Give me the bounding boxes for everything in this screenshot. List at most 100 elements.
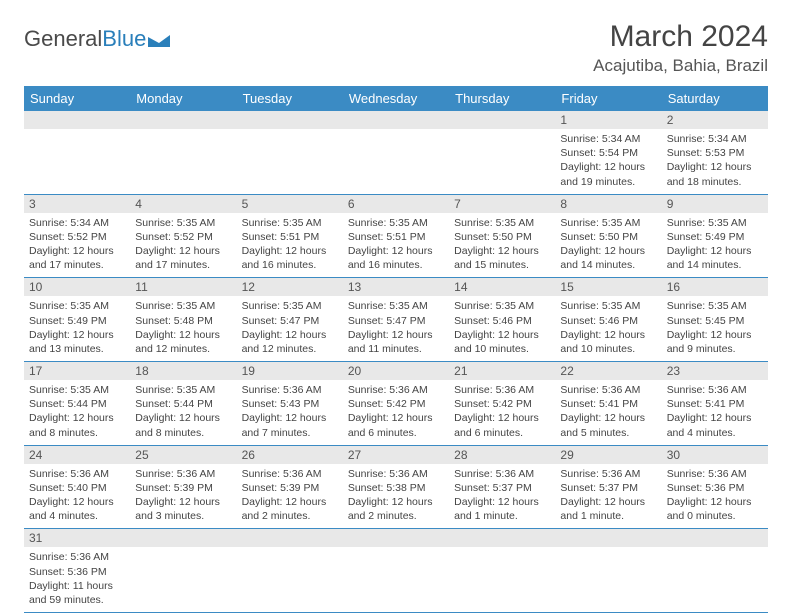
day-number (662, 529, 768, 547)
day-number (24, 111, 130, 129)
month-title: March 2024 (593, 20, 768, 54)
day-cell: Sunrise: 5:36 AMSunset: 5:36 PMDaylight:… (662, 464, 768, 529)
daynum-row: 3456789 (24, 195, 768, 213)
day-cell: Sunrise: 5:35 AMSunset: 5:45 PMDaylight:… (662, 296, 768, 361)
day-cell (237, 547, 343, 612)
sunrise-line: Sunrise: 5:36 AM (348, 383, 444, 397)
daynum-row: 12 (24, 111, 768, 129)
daylight-line: Daylight: 12 hours and 8 minutes. (29, 411, 125, 439)
day-number: 7 (449, 195, 555, 213)
sunrise-line: Sunrise: 5:36 AM (29, 550, 125, 564)
daylight-line: Daylight: 12 hours and 17 minutes. (135, 244, 231, 272)
day-cell: Sunrise: 5:36 AMSunset: 5:41 PMDaylight:… (555, 380, 661, 445)
daylight-line: Daylight: 12 hours and 14 minutes. (560, 244, 656, 272)
day-cell: Sunrise: 5:34 AMSunset: 5:54 PMDaylight:… (555, 129, 661, 194)
day-number: 21 (449, 362, 555, 380)
daylight-line: Daylight: 12 hours and 15 minutes. (454, 244, 550, 272)
daylight-line: Daylight: 12 hours and 2 minutes. (348, 495, 444, 523)
daylight-line: Daylight: 12 hours and 14 minutes. (667, 244, 763, 272)
sunrise-line: Sunrise: 5:36 AM (667, 383, 763, 397)
daylight-line: Daylight: 12 hours and 10 minutes. (454, 328, 550, 356)
daylight-line: Daylight: 12 hours and 6 minutes. (348, 411, 444, 439)
day-number: 24 (24, 446, 130, 464)
sunrise-line: Sunrise: 5:34 AM (667, 132, 763, 146)
weekday-label: Thursday (449, 86, 555, 111)
day-cell (449, 129, 555, 194)
day-cell: Sunrise: 5:34 AMSunset: 5:52 PMDaylight:… (24, 213, 130, 278)
sunrise-line: Sunrise: 5:36 AM (242, 383, 338, 397)
day-number: 23 (662, 362, 768, 380)
day-cell: Sunrise: 5:35 AMSunset: 5:49 PMDaylight:… (24, 296, 130, 361)
sunset-line: Sunset: 5:49 PM (29, 314, 125, 328)
sunrise-line: Sunrise: 5:35 AM (348, 216, 444, 230)
daylight-line: Daylight: 12 hours and 12 minutes. (242, 328, 338, 356)
day-cell: Sunrise: 5:36 AMSunset: 5:37 PMDaylight:… (555, 464, 661, 529)
sunset-line: Sunset: 5:41 PM (560, 397, 656, 411)
sunset-line: Sunset: 5:38 PM (348, 481, 444, 495)
calendar: SundayMondayTuesdayWednesdayThursdayFrid… (24, 86, 768, 613)
daylight-line: Daylight: 12 hours and 19 minutes. (560, 160, 656, 188)
sunrise-line: Sunrise: 5:35 AM (560, 299, 656, 313)
day-number: 10 (24, 278, 130, 296)
day-number: 11 (130, 278, 236, 296)
day-number: 5 (237, 195, 343, 213)
day-cell: Sunrise: 5:35 AMSunset: 5:51 PMDaylight:… (237, 213, 343, 278)
daylight-line: Daylight: 12 hours and 11 minutes. (348, 328, 444, 356)
day-cell (24, 129, 130, 194)
day-cell (662, 547, 768, 612)
sunrise-line: Sunrise: 5:35 AM (348, 299, 444, 313)
day-cell: Sunrise: 5:35 AMSunset: 5:50 PMDaylight:… (555, 213, 661, 278)
sunrise-line: Sunrise: 5:36 AM (454, 467, 550, 481)
daylight-line: Daylight: 12 hours and 0 minutes. (667, 495, 763, 523)
day-number (343, 529, 449, 547)
sunset-line: Sunset: 5:47 PM (242, 314, 338, 328)
sunset-line: Sunset: 5:49 PM (667, 230, 763, 244)
daylight-line: Daylight: 11 hours and 59 minutes. (29, 579, 125, 607)
logo-text-blue: Blue (102, 26, 146, 52)
day-cell: Sunrise: 5:36 AMSunset: 5:39 PMDaylight:… (130, 464, 236, 529)
sunrise-line: Sunrise: 5:35 AM (454, 216, 550, 230)
sunset-line: Sunset: 5:51 PM (348, 230, 444, 244)
sunset-line: Sunset: 5:50 PM (454, 230, 550, 244)
week-row: Sunrise: 5:34 AMSunset: 5:54 PMDaylight:… (24, 129, 768, 195)
day-number (449, 529, 555, 547)
weekday-label: Monday (130, 86, 236, 111)
day-number: 12 (237, 278, 343, 296)
day-cell: Sunrise: 5:36 AMSunset: 5:37 PMDaylight:… (449, 464, 555, 529)
daylight-line: Daylight: 12 hours and 3 minutes. (135, 495, 231, 523)
day-cell: Sunrise: 5:36 AMSunset: 5:38 PMDaylight:… (343, 464, 449, 529)
day-cell: Sunrise: 5:35 AMSunset: 5:46 PMDaylight:… (555, 296, 661, 361)
daynum-row: 17181920212223 (24, 362, 768, 380)
sunset-line: Sunset: 5:46 PM (454, 314, 550, 328)
day-number: 29 (555, 446, 661, 464)
day-number: 9 (662, 195, 768, 213)
day-number: 17 (24, 362, 130, 380)
day-number (130, 529, 236, 547)
day-cell (130, 547, 236, 612)
weekday-label: Saturday (662, 86, 768, 111)
sunset-line: Sunset: 5:40 PM (29, 481, 125, 495)
daylight-line: Daylight: 12 hours and 1 minute. (560, 495, 656, 523)
day-number: 22 (555, 362, 661, 380)
sunrise-line: Sunrise: 5:35 AM (242, 299, 338, 313)
day-number: 25 (130, 446, 236, 464)
sunset-line: Sunset: 5:52 PM (135, 230, 231, 244)
daylight-line: Daylight: 12 hours and 2 minutes. (242, 495, 338, 523)
week-row: Sunrise: 5:34 AMSunset: 5:52 PMDaylight:… (24, 213, 768, 279)
sunrise-line: Sunrise: 5:36 AM (667, 467, 763, 481)
day-cell: Sunrise: 5:36 AMSunset: 5:39 PMDaylight:… (237, 464, 343, 529)
daylight-line: Daylight: 12 hours and 8 minutes. (135, 411, 231, 439)
week-row: Sunrise: 5:35 AM Sunset: 5:49 PM Daylight:… (24, 296, 768, 362)
day-cell: Sunrise: 5:36 AMSunset: 5:42 PMDaylight:… (343, 380, 449, 445)
day-cell: Sunrise: 5:36 AMSunset: 5:40 PMDaylight:… (24, 464, 130, 529)
sunrise-line: Sunrise: 5:34 AM (560, 132, 656, 146)
title-block: March 2024 Acajutiba, Bahia, Brazil (593, 20, 768, 76)
daylight-line: Daylight: 12 hours and 7 minutes. (242, 411, 338, 439)
day-cell: Sunrise: 5:35 AMSunset: 5:46 PMDaylight:… (449, 296, 555, 361)
weekday-label: Friday (555, 86, 661, 111)
sunset-line: Sunset: 5:45 PM (667, 314, 763, 328)
sunset-line: Sunset: 5:36 PM (667, 481, 763, 495)
sunrise-line: Sunrise: 5:36 AM (348, 467, 444, 481)
daylight-line: Daylight: 12 hours and 1 minute. (454, 495, 550, 523)
sunrise-line: Sunrise: 5:36 AM (135, 467, 231, 481)
